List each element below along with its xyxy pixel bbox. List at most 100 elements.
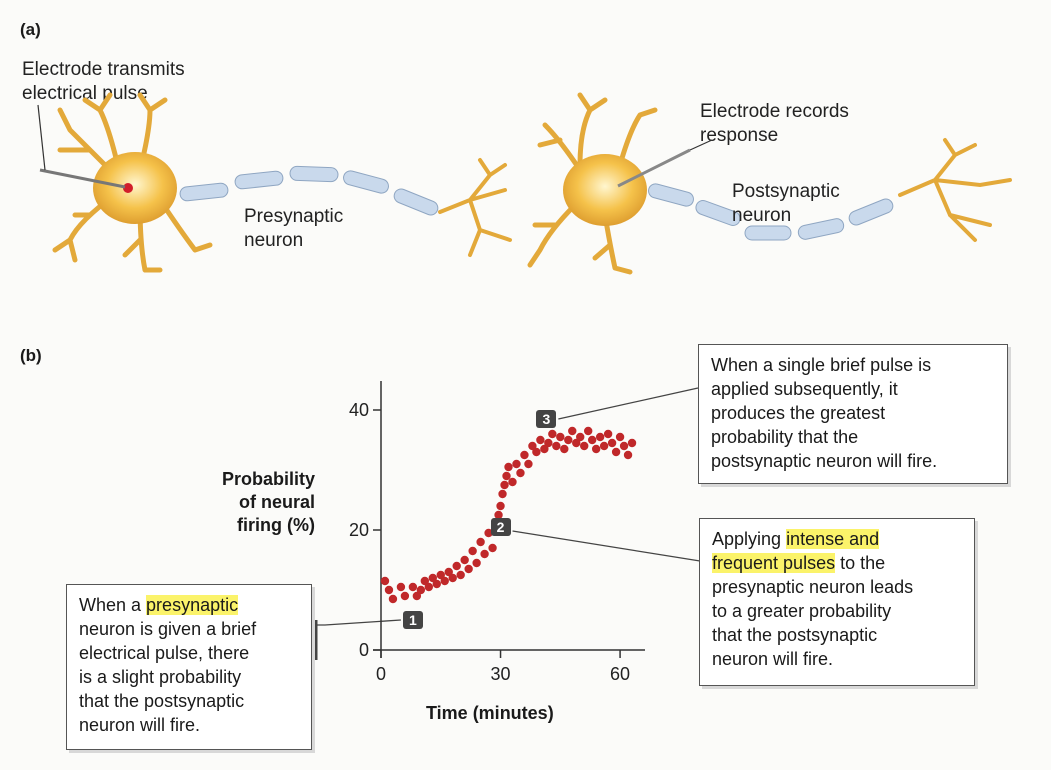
postsynaptic-soma — [563, 154, 647, 226]
x-tick-label: 60 — [610, 664, 630, 684]
postsynaptic-neuron-label: Postsynaptic neuron — [732, 180, 840, 228]
data-point — [452, 561, 461, 571]
electrode-record-label: Electrode records response — [700, 100, 849, 148]
y-tick-label: 40 — [349, 400, 369, 420]
callout-1-line-6: neuron will fire. — [79, 715, 201, 735]
data-point — [611, 447, 621, 457]
data-point — [396, 582, 406, 592]
data-point — [508, 477, 517, 487]
presynaptic-terminals — [438, 158, 512, 257]
neuron-illustration — [37, 92, 1012, 275]
data-point — [428, 573, 437, 583]
data-point — [388, 594, 398, 604]
callout-3-line-3: produces the greatest — [711, 403, 886, 423]
data-point — [494, 510, 503, 520]
callout-2-line-4: to a greater probability — [712, 601, 892, 621]
data-point — [591, 444, 601, 454]
electrode-transmit-line-1: Electrode transmits — [22, 59, 185, 80]
callout-2-highlight-2: frequent pulses — [712, 553, 836, 573]
data-point — [502, 471, 511, 481]
data-point — [564, 435, 573, 445]
data-point — [607, 438, 617, 448]
data-point — [536, 435, 545, 445]
data-point — [520, 450, 529, 460]
data-point — [540, 444, 549, 454]
data-point — [400, 591, 410, 601]
callout-single-pulse: When a single brief pulse is applied sub… — [698, 344, 1008, 484]
data-point — [500, 480, 509, 490]
data-point — [627, 438, 637, 448]
data-point — [587, 435, 597, 445]
callout-2-line-1: Applying intense and — [712, 527, 964, 551]
callout-leaders — [314, 387, 701, 660]
data-point — [412, 591, 422, 601]
stimulating-electrode — [39, 168, 126, 189]
presynaptic-line-2: neuron — [244, 230, 304, 251]
postsynaptic-line-1: Postsynaptic — [732, 181, 840, 202]
callout-2-line-5: that the postsynaptic — [712, 625, 878, 645]
panel-b-label: (b) — [20, 346, 42, 365]
panel-a-label: (a) — [20, 20, 41, 39]
y-axis-title-line-1: Probability — [221, 469, 315, 489]
electrode-transmit-leader — [37, 104, 46, 171]
callout-1-highlight: presynaptic — [146, 595, 239, 615]
y-axis-title-line-2: of neural — [238, 492, 315, 512]
data-point — [528, 441, 537, 451]
electrode-transmit-label: Electrode transmits electrical pulse — [22, 58, 185, 106]
data-point — [544, 438, 553, 448]
callout-1-line-3: electrical pulse, there — [79, 643, 250, 663]
data-point — [548, 429, 557, 439]
x-tick-label: 30 — [491, 664, 511, 684]
chart-points — [380, 426, 637, 604]
step-marker-1: 1 — [402, 611, 423, 629]
callout-3-line-4: probability that the — [711, 427, 859, 447]
data-point — [556, 432, 565, 442]
data-point — [568, 426, 577, 436]
data-point — [476, 537, 485, 547]
data-point — [460, 555, 469, 565]
callout-3-line-1: When a single brief pulse is — [711, 355, 932, 375]
presynaptic-dendrites — [52, 92, 213, 273]
presynaptic-axon — [179, 165, 439, 216]
data-point — [432, 579, 441, 589]
y-axis-title: Probability of neural firing (%) — [215, 468, 315, 537]
presynaptic-neuron-label: Presynaptic neuron — [244, 205, 343, 253]
data-point — [408, 582, 418, 592]
data-point — [416, 585, 426, 595]
data-point — [498, 489, 507, 499]
data-point — [480, 549, 489, 559]
callout-2-post: to the — [835, 553, 886, 573]
electrode-transmit-line-2: electrical pulse — [22, 83, 148, 104]
callout-1-line-5: that the postsynaptic — [79, 691, 245, 711]
recording-electrode — [617, 148, 691, 188]
postsynaptic-terminals — [898, 138, 1012, 242]
data-point — [623, 450, 633, 460]
data-point — [595, 432, 605, 442]
y-axis-title-line-3: firing (%) — [237, 515, 315, 535]
y-tick-label: 0 — [359, 640, 369, 660]
electrode-record-leader — [689, 139, 713, 151]
data-point — [504, 462, 513, 472]
data-point — [464, 564, 473, 574]
y-tick-label: 20 — [349, 520, 369, 540]
data-point — [516, 468, 525, 478]
postsynaptic-axon — [648, 183, 894, 241]
data-point — [576, 432, 585, 442]
data-point — [384, 585, 394, 595]
callout-1-line-2: neuron is given a brief — [79, 619, 257, 639]
data-point — [512, 459, 521, 469]
step-marker-2: 2 — [490, 518, 511, 536]
data-point — [572, 438, 581, 448]
data-point — [456, 570, 465, 580]
data-point — [599, 441, 609, 451]
callout-3-line-5: postsynaptic neuron will fire. — [711, 451, 938, 471]
data-point — [560, 444, 569, 454]
callout-2-line-6: neuron will fire. — [712, 649, 834, 669]
step-marker-3: 3 — [536, 410, 557, 428]
chart-axes: 0 20 40 0 30 60 — [349, 381, 645, 684]
data-point — [524, 459, 533, 469]
electrode-record-line-2: response — [700, 125, 779, 146]
callout-2-line-2: frequent pulses to the — [712, 551, 964, 575]
callout-2-highlight-1: intense and — [786, 529, 880, 549]
data-point — [380, 576, 390, 586]
